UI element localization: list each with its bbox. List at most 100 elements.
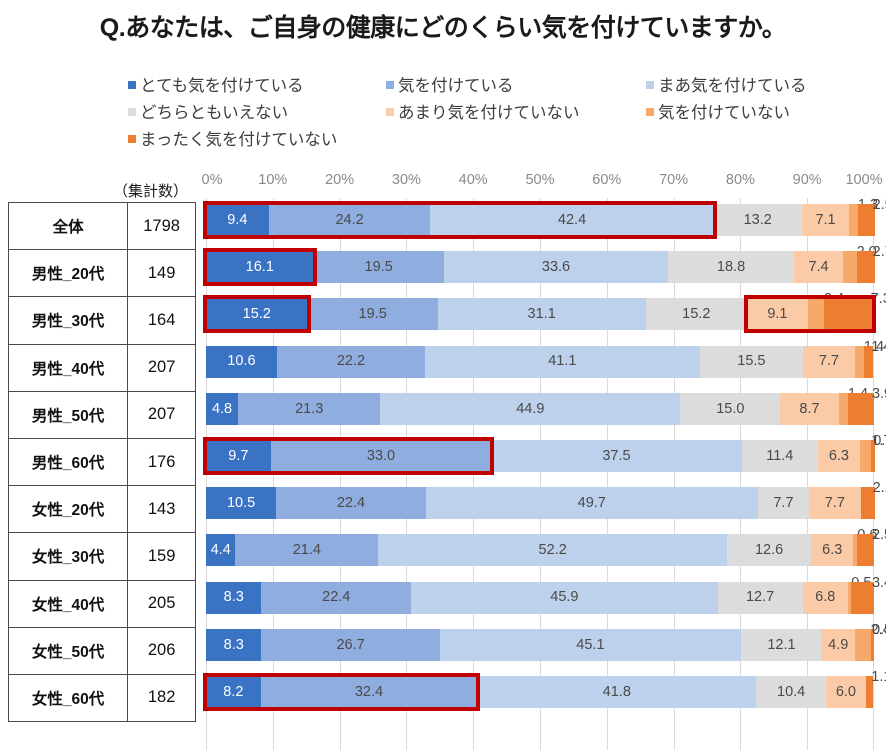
bar-segment[interactable]: 45.1 bbox=[439, 628, 742, 661]
bar-segment[interactable]: 9.4 bbox=[206, 204, 269, 236]
bar-segment[interactable]: 41.8 bbox=[477, 676, 757, 708]
bar-segment[interactable]: 19.5 bbox=[313, 251, 444, 284]
bar-segment[interactable]: 1.7 bbox=[859, 434, 886, 472]
bar-segment[interactable]: 15.0 bbox=[680, 392, 781, 425]
bar-segment[interactable]: 7.7 bbox=[803, 345, 855, 378]
bar-segment[interactable]: 18.8 bbox=[668, 251, 794, 284]
segment-value-label: 2.4 bbox=[870, 621, 886, 638]
bar-segment[interactable]: 4.8 bbox=[206, 392, 239, 425]
bar-segment[interactable]: 1.1 bbox=[865, 670, 886, 708]
bar-segment[interactable]: 6.3 bbox=[811, 534, 854, 567]
x-axis-tick: 30% bbox=[391, 172, 421, 188]
bar-segment[interactable]: 2.5 bbox=[857, 528, 886, 567]
stacked-bar[interactable]: 8.3 26.7 45.1 12.1 4.9 2.40.5 bbox=[206, 623, 886, 661]
segment-value-label: 0.5 bbox=[871, 621, 886, 638]
bar-segment[interactable]: 22.4 bbox=[261, 581, 412, 614]
bar-segment[interactable]: 0.5 bbox=[870, 623, 886, 661]
bar-segment[interactable]: 1.4 bbox=[863, 340, 886, 378]
bar-segment[interactable]: 11.4 bbox=[741, 440, 818, 472]
bar-segment[interactable]: 6.0 bbox=[825, 676, 866, 708]
bar-segment[interactable]: 21.3 bbox=[238, 392, 381, 425]
legend-row: とても気を付けている 気を付けている まあ気を付けている bbox=[128, 70, 886, 97]
x-axis-tick: 10% bbox=[258, 172, 288, 188]
bar-segment[interactable]: 49.7 bbox=[425, 487, 758, 520]
bar-segment[interactable]: 4.4 bbox=[206, 534, 236, 567]
bar-segment[interactable]: 45.9 bbox=[411, 581, 718, 614]
bar-segment[interactable]: 10.6 bbox=[206, 345, 277, 378]
bar-segment[interactable]: 7.3 bbox=[823, 292, 886, 331]
bar-segment[interactable]: 21.4 bbox=[235, 534, 379, 567]
bar-segment[interactable]: 12.1 bbox=[741, 628, 822, 661]
x-axis-tick: 70% bbox=[659, 172, 689, 188]
bar-segment[interactable]: 10.5 bbox=[206, 487, 277, 520]
legend-row: まったく気を付けていない bbox=[128, 124, 886, 151]
bar-segment[interactable]: 32.4 bbox=[260, 676, 478, 708]
stacked-bar[interactable]: 10.622.241.115.57.71.41.4 bbox=[206, 340, 886, 378]
stacked-bar[interactable]: 16.1 19.5 33.6 18.8 7.4 2.02.7 bbox=[206, 245, 886, 284]
bar-segment[interactable]: 10.4 bbox=[756, 676, 826, 708]
bar-segment[interactable]: 6.8 bbox=[802, 581, 848, 614]
stacked-bar[interactable]: 4.421.452.212.66.30.62.5 bbox=[206, 528, 886, 567]
bar-segment[interactable]: 1.3 bbox=[849, 198, 878, 236]
bar-segment[interactable]: 2.4 bbox=[854, 623, 886, 661]
bar-segment[interactable]: 26.7 bbox=[261, 628, 440, 661]
bar-segment[interactable]: 8.3 bbox=[206, 581, 262, 614]
bar-segment[interactable]: 37.5 bbox=[491, 440, 742, 472]
stacked-bar[interactable]: 8.322.445.912.76.80.53.4 bbox=[206, 576, 886, 614]
bar-segment[interactable]: 33.6 bbox=[443, 251, 669, 284]
bar-segment[interactable]: 31.1 bbox=[437, 298, 646, 331]
bar-segment[interactable]: 7.4 bbox=[793, 251, 844, 284]
bar-segment[interactable]: 52.2 bbox=[378, 534, 728, 567]
stacked-bar[interactable]: 9.4 24.2 42.4 13.2 7.1 1.32.5 bbox=[206, 198, 886, 236]
bar-segment[interactable]: 24.2 bbox=[268, 204, 431, 236]
bar-segment[interactable]: 4.9 bbox=[821, 628, 855, 661]
bar-segment[interactable]: 41.1 bbox=[425, 345, 700, 378]
bar-segment[interactable]: 22.2 bbox=[276, 345, 426, 378]
bar-segment[interactable]: 22.4 bbox=[276, 487, 426, 520]
bar-segment[interactable]: 42.4 bbox=[430, 204, 714, 236]
bar-segment[interactable]: 8.2 bbox=[206, 676, 261, 708]
segment-value-label: 7.7 bbox=[773, 494, 794, 511]
segment-value-label: 45.1 bbox=[576, 636, 605, 653]
bar-segment[interactable]: 9.7 bbox=[206, 440, 271, 472]
table-row: 男性_50代 207 bbox=[7, 390, 196, 439]
bar-segment[interactable]: 7.1 bbox=[801, 204, 850, 236]
stacked-bar[interactable]: 4.8 21.3 44.9 15.0 8.7 1.43.9 bbox=[206, 387, 886, 425]
bar-segment[interactable]: 33.0 bbox=[270, 440, 492, 472]
bar-segment[interactable]: 8.3 bbox=[206, 628, 262, 661]
bar-segment[interactable]: 8.7 bbox=[780, 392, 839, 425]
segment-value-label: 45.9 bbox=[550, 589, 579, 606]
bar-segment[interactable]: 3.4 bbox=[851, 576, 886, 614]
bar-segment[interactable]: 1.4 bbox=[854, 340, 884, 378]
segment-value-label: 32.4 bbox=[354, 683, 384, 700]
segment-value-label: 19.5 bbox=[364, 258, 393, 275]
bar-segment[interactable]: 6.3 bbox=[817, 440, 860, 472]
bar-segment[interactable]: 2.7 bbox=[856, 245, 886, 284]
bar-segment[interactable]: 44.9 bbox=[380, 392, 681, 425]
bar-segment[interactable]: 16.1 bbox=[206, 251, 314, 284]
bar-segment[interactable]: 12.7 bbox=[717, 581, 803, 614]
bar-segment[interactable]: 12.6 bbox=[727, 534, 812, 567]
bar-segment[interactable]: 2.1 bbox=[860, 481, 886, 520]
bar-segment[interactable]: 1.4 bbox=[838, 387, 868, 425]
bar-segment[interactable]: 2.5 bbox=[857, 198, 886, 236]
stacked-bar[interactable]: 10.5 22.4 49.7 7.7 7.7 2.1 bbox=[206, 481, 886, 520]
stacked-bar[interactable]: 15.2 19.5 31.1 15.2 9.1 2.4 7.3 bbox=[206, 292, 886, 331]
bar-segment[interactable]: 2.0 bbox=[843, 245, 877, 284]
bar-segment[interactable]: 9.1 bbox=[747, 298, 808, 331]
segment-value-label: 2.5 bbox=[871, 527, 886, 544]
category-label-cell: 男性_30代 bbox=[7, 296, 129, 345]
bar-segment[interactable]: 2.4 bbox=[807, 292, 844, 331]
bar-segment[interactable]: 15.2 bbox=[206, 298, 308, 331]
bar-segment[interactable]: 13.2 bbox=[713, 204, 802, 236]
bar-segment[interactable]: 15.5 bbox=[699, 345, 804, 378]
bar-segment[interactable]: 19.5 bbox=[307, 298, 438, 331]
bar-segment[interactable]: 0.6 bbox=[871, 434, 886, 472]
stacked-bar[interactable]: 9.7 33.0 37.5 11.4 6.3 1.70.6 bbox=[206, 434, 886, 472]
segment-value-label: 1.1 bbox=[871, 669, 886, 685]
bar-segment[interactable]: 15.2 bbox=[645, 298, 748, 331]
bar-segment[interactable]: 3.9 bbox=[847, 387, 886, 425]
stacked-bar[interactable]: 8.2 32.4 41.8 10.4 6.0 1.1 bbox=[206, 670, 886, 708]
bar-segment[interactable]: 7.7 bbox=[757, 487, 810, 520]
bar-segment[interactable]: 7.7 bbox=[809, 487, 861, 520]
